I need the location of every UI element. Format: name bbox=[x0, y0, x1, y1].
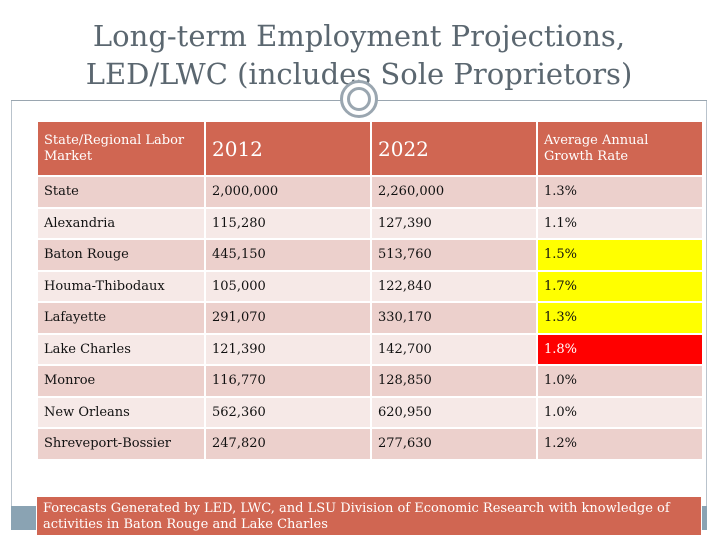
table-row: New Orleans 562,360 620,950 1.0% bbox=[36, 395, 704, 429]
forecast-note: Forecasts Generated by LED, LWC, and LSU… bbox=[36, 496, 702, 536]
table-row: Alexandria 115,280 127,390 1.1% bbox=[36, 206, 704, 240]
row-growth: 1.3% bbox=[536, 175, 704, 209]
table-row: Monroe 116,770 128,850 1.0% bbox=[36, 364, 704, 398]
row-growth-highlighted: 1.5% bbox=[536, 238, 704, 272]
row-growth: 1.0% bbox=[536, 364, 704, 398]
row-2022: 330,170 bbox=[370, 301, 538, 335]
row-market: Monroe bbox=[36, 364, 206, 398]
row-market: Alexandria bbox=[36, 206, 206, 240]
table-row: Shreveport-Bossier 247,820 277,630 1.2% bbox=[36, 427, 704, 461]
row-2022: 128,850 bbox=[370, 364, 538, 398]
row-2012: 291,070 bbox=[204, 301, 372, 335]
row-2022: 620,950 bbox=[370, 395, 538, 429]
row-2012: 105,000 bbox=[204, 269, 372, 303]
row-market: State bbox=[36, 175, 206, 209]
row-market: New Orleans bbox=[36, 395, 206, 429]
row-market: Houma-Thibodaux bbox=[36, 269, 206, 303]
row-2022: 513,760 bbox=[370, 238, 538, 272]
table-row: Lafayette 291,070 330,170 1.3% bbox=[36, 301, 704, 335]
row-growth-highlighted: 1.3% bbox=[536, 301, 704, 335]
row-2022: 2,260,000 bbox=[370, 175, 538, 209]
header-labor-market: State/Regional Labor Market bbox=[36, 120, 206, 177]
table-row: Baton Rouge 445,150 513,760 1.5% bbox=[36, 238, 704, 272]
row-growth: 1.1% bbox=[536, 206, 704, 240]
header-growth-rate: Average Annual Growth Rate bbox=[536, 120, 704, 177]
row-2012: 445,150 bbox=[204, 238, 372, 272]
projections-table: State/Regional Labor Market 2012 2022 Av… bbox=[36, 120, 704, 461]
row-2012: 115,280 bbox=[204, 206, 372, 240]
row-market: Lake Charles bbox=[36, 332, 206, 366]
row-growth-highlighted: 1.8% bbox=[536, 332, 704, 366]
row-2022: 127,390 bbox=[370, 206, 538, 240]
table-row: State 2,000,000 2,260,000 1.3% bbox=[36, 175, 704, 209]
row-2022: 277,630 bbox=[370, 427, 538, 461]
row-2022: 142,700 bbox=[370, 332, 538, 366]
decorative-ring-icon bbox=[340, 80, 378, 118]
header-2022: 2022 bbox=[370, 120, 538, 177]
table-row: Houma-Thibodaux 105,000 122,840 1.7% bbox=[36, 269, 704, 303]
title-line-1: Long-term Employment Projections, bbox=[92, 19, 626, 53]
row-growth-highlighted: 1.7% bbox=[536, 269, 704, 303]
row-2012: 121,390 bbox=[204, 332, 372, 366]
row-market: Baton Rouge bbox=[36, 238, 206, 272]
row-2022: 122,840 bbox=[370, 269, 538, 303]
header-2012: 2012 bbox=[204, 120, 372, 177]
row-2012: 247,820 bbox=[204, 427, 372, 461]
table-row: Lake Charles 121,390 142,700 1.8% bbox=[36, 332, 704, 366]
row-growth: 1.2% bbox=[536, 427, 704, 461]
row-growth: 1.0% bbox=[536, 395, 704, 429]
row-2012: 2,000,000 bbox=[204, 175, 372, 209]
row-2012: 116,770 bbox=[204, 364, 372, 398]
row-2012: 562,360 bbox=[204, 395, 372, 429]
table-header-row: State/Regional Labor Market 2012 2022 Av… bbox=[36, 120, 704, 177]
row-market: Shreveport-Bossier bbox=[36, 427, 206, 461]
row-market: Lafayette bbox=[36, 301, 206, 335]
